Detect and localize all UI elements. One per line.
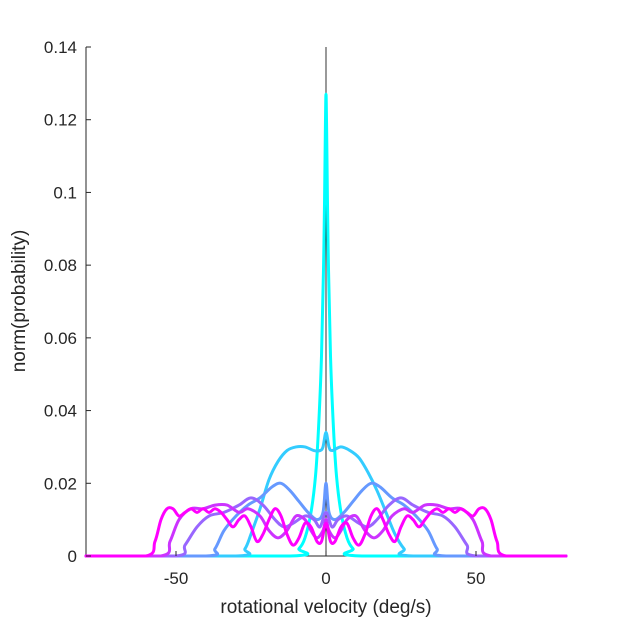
y-tick-label: 0.14 — [44, 38, 77, 57]
y-tick-label: 0.06 — [44, 329, 77, 348]
y-tick-label: 0 — [68, 547, 77, 566]
y-tick-label: 0.12 — [44, 111, 77, 130]
series-line-4 — [84, 496, 568, 558]
y-tick-label: 0.02 — [44, 474, 77, 493]
series-line-2 — [84, 430, 568, 558]
series-line-6 — [84, 506, 568, 558]
series-layer — [84, 92, 568, 558]
tick-layer: 0 0.02 0.04 0.06 0.08 0.1 0.12 0.14 -50 0 50 — [44, 38, 486, 588]
x-axis-label: rotational velocity (deg/s) — [220, 597, 431, 618]
series-line-1 — [84, 92, 568, 558]
y-tick-label: 0.1 — [53, 183, 77, 202]
x-tick-label: 0 — [321, 569, 330, 588]
y-tick-label: 0.08 — [44, 256, 77, 275]
x-tick-label: 50 — [467, 569, 486, 588]
y-tick-label: 0.04 — [44, 402, 77, 421]
x-tick-label: -50 — [164, 569, 189, 588]
series-line-5 — [84, 502, 568, 558]
y-axis-label: norm(probability) — [9, 230, 30, 373]
